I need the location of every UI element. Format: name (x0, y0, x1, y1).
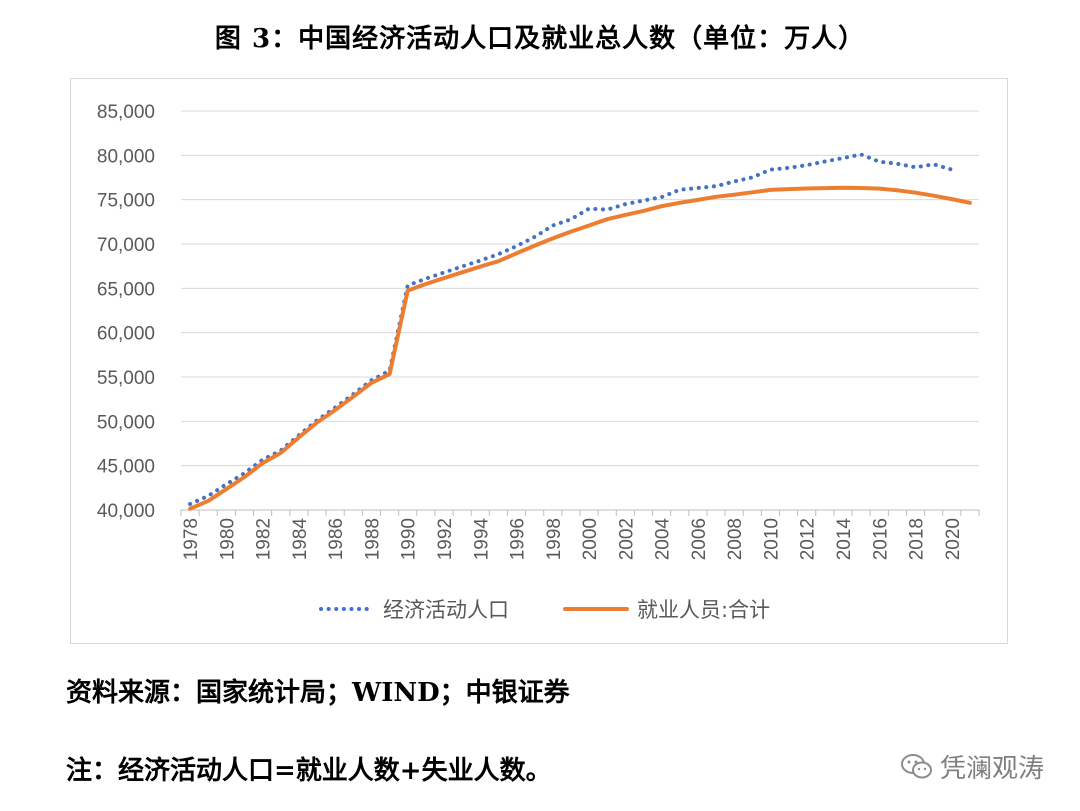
x-tick-label: 1998 (544, 518, 565, 560)
chart-area: 40,000 45,000 50,000 55,000 60,000 65,000 70,0… (70, 78, 1008, 644)
x-tick-label: 2020 (943, 518, 964, 560)
source-note: 资料来源：国家统计局；WIND；中银证券 (66, 678, 570, 708)
x-tick-label: 1980 (217, 518, 238, 560)
y-tick-label: 45,000 (97, 457, 155, 478)
series-line-economic-active-population (188, 152, 954, 506)
x-tick-label: 2018 (907, 518, 928, 560)
x-tick-label: 1984 (290, 518, 311, 561)
y-tick-label: 50,000 (97, 412, 155, 433)
x-tick-label: 1990 (399, 518, 420, 560)
x-tick-label: 2008 (725, 518, 746, 560)
y-tick-label: 60,000 (97, 324, 155, 345)
x-tick-label: 2012 (798, 518, 819, 560)
x-tick-label: 2016 (870, 518, 891, 560)
x-tick-label: 1992 (435, 518, 456, 560)
x-tick-label: 2014 (834, 518, 855, 561)
wechat-icon (901, 753, 932, 778)
watermark: 凭澜观涛 (900, 748, 1044, 785)
y-tick-label: 65,000 (97, 279, 155, 300)
y-tick-label: 80,000 (97, 146, 155, 167)
x-tick-label: 1986 (326, 518, 347, 560)
x-tick-label: 1994 (471, 518, 492, 561)
x-tick-label: 1988 (362, 518, 383, 560)
x-tick-label: 2004 (653, 518, 674, 561)
x-tick-label: 1978 (181, 518, 202, 560)
line-chart: 40,000 45,000 50,000 55,000 60,000 65,000 70,0… (97, 102, 980, 622)
watermark-text: 凭澜观涛 (940, 754, 1045, 784)
legend-label: 经济活动人口 (383, 598, 509, 622)
y-tick-label: 55,000 (97, 368, 155, 389)
x-tick-label: 1982 (254, 518, 275, 560)
x-tick-label: 2010 (761, 518, 782, 560)
footnote: 注：经济活动人口=就业人数+失业人数。 (66, 756, 552, 786)
x-tick-label: 1996 (508, 518, 529, 560)
y-tick-label: 75,000 (97, 191, 155, 212)
x-tick-label: 2002 (616, 518, 637, 560)
y-tick-label: 85,000 (97, 102, 155, 123)
y-tick-label: 70,000 (97, 235, 155, 256)
x-tick-label: 2006 (689, 518, 710, 560)
legend-label: 就业人员:合计 (637, 598, 770, 622)
chart-title: 图 3：中国经济活动人口及就业总人数（单位：万人） (214, 24, 866, 54)
y-tick-label: 40,000 (97, 501, 155, 522)
series-line-employed-total (188, 185, 972, 511)
x-tick-label: 2000 (580, 518, 601, 560)
